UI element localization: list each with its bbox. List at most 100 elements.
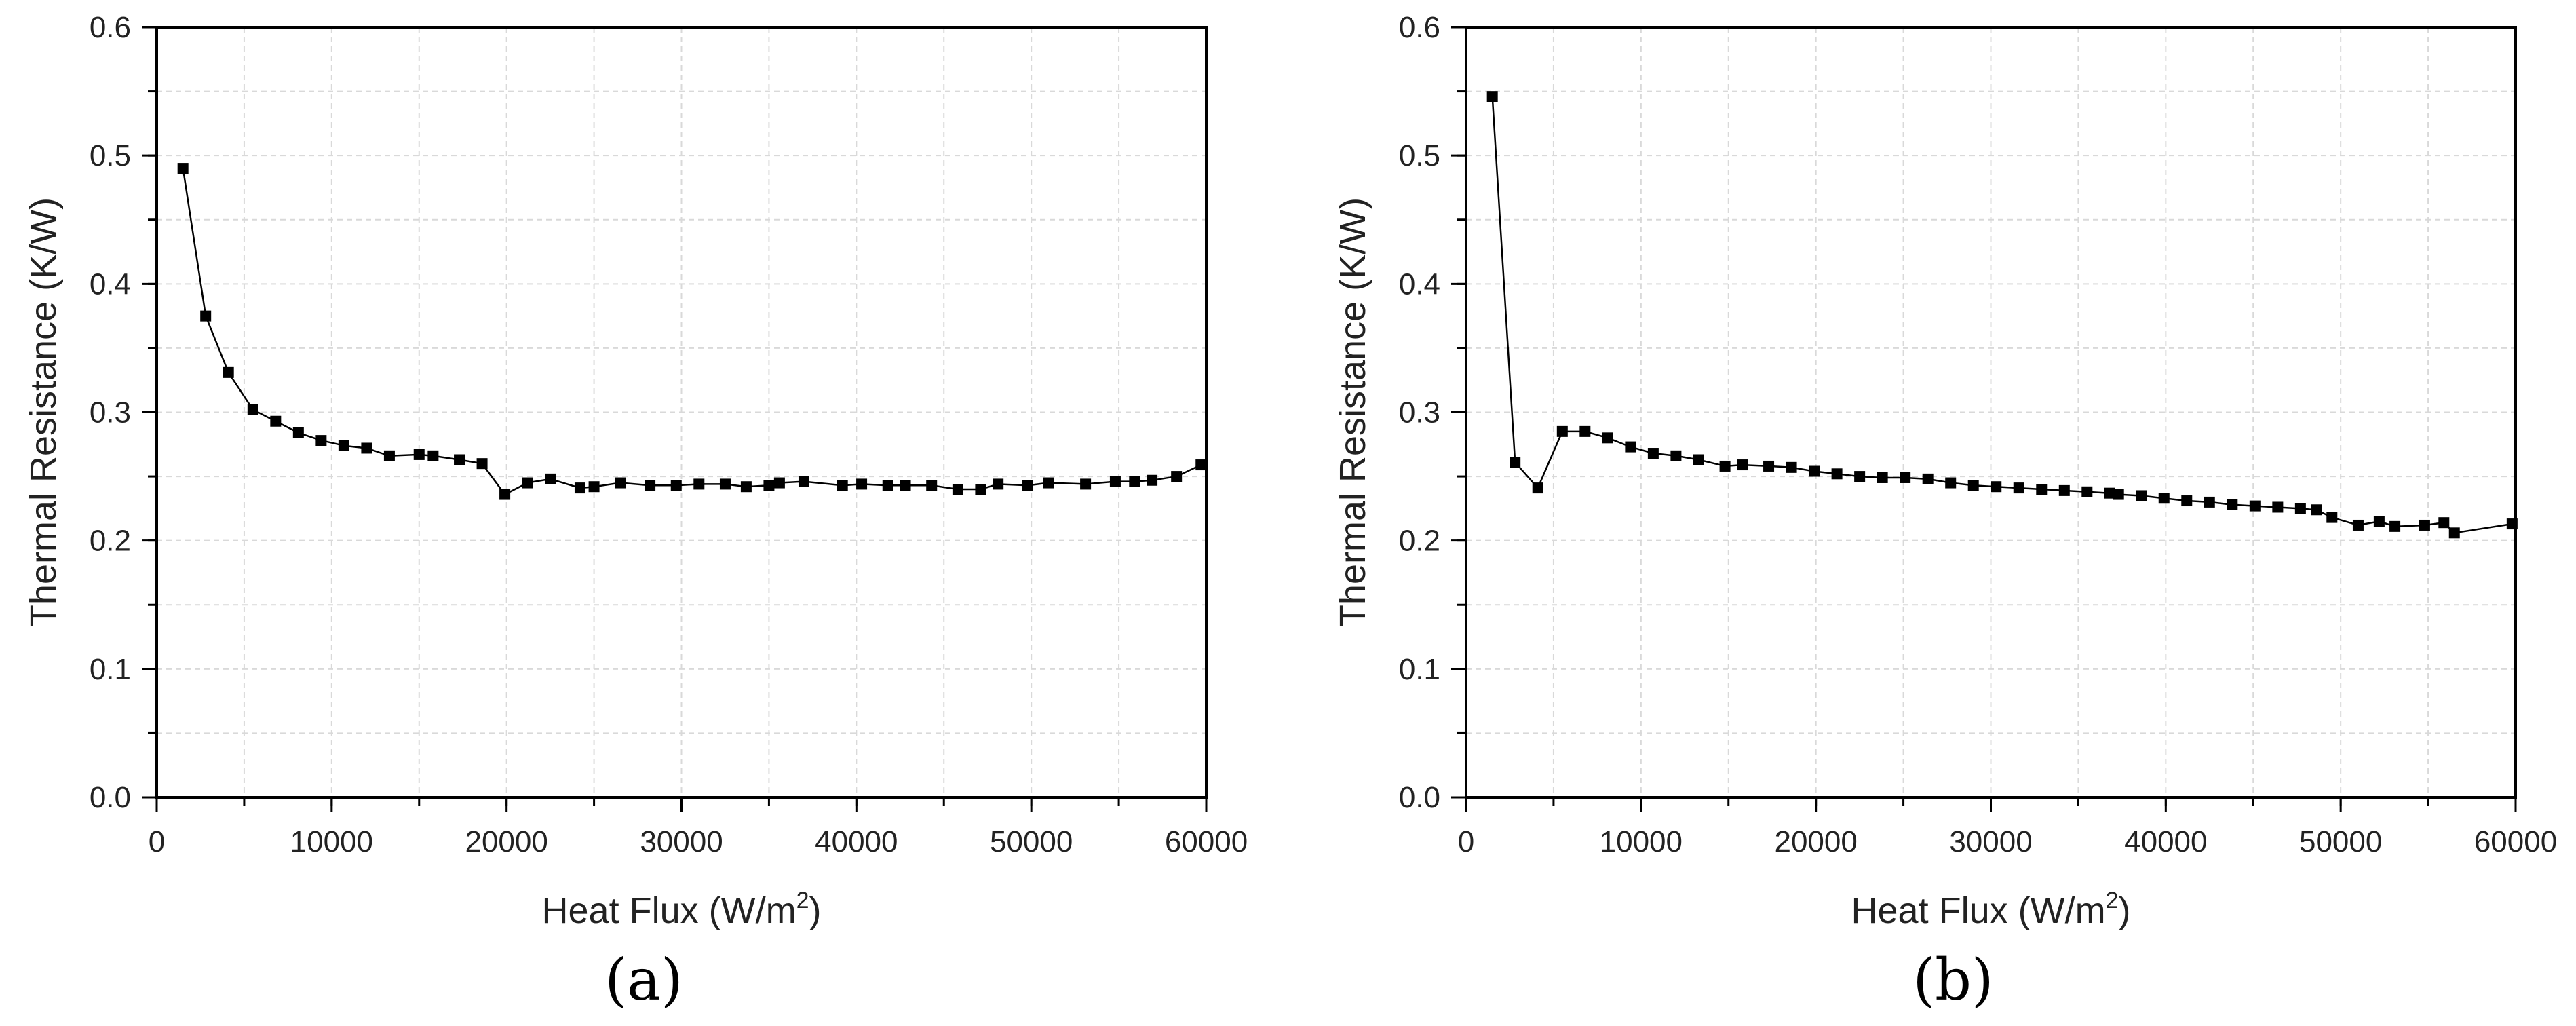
data-point (993, 478, 1004, 490)
data-point (1647, 448, 1659, 459)
data-point (2081, 486, 2093, 497)
data-point (952, 484, 963, 495)
x-axis-title: Heat Flux (W/m2) (542, 888, 822, 931)
data-point (1579, 425, 1591, 437)
data-point (2113, 489, 2124, 500)
data-point (454, 454, 465, 466)
data-point (1602, 432, 1613, 444)
data-point (1043, 477, 1054, 489)
plot-frame (155, 26, 1208, 799)
x-tick-label: 40000 (2124, 825, 2207, 858)
data-point (1171, 471, 1183, 482)
data-point (615, 477, 626, 489)
data-point (383, 450, 395, 461)
data-point (882, 480, 893, 491)
y-tick-label: 0.0 (1399, 781, 1440, 814)
data-point (1877, 472, 1888, 483)
y-axis-title: Thermal Resistance (K/W) (1332, 197, 1373, 627)
data-point (2036, 484, 2048, 495)
data-point (270, 415, 282, 427)
data-point (900, 480, 911, 491)
data-point (1147, 474, 1158, 486)
data-point (2136, 490, 2147, 501)
data-point (773, 477, 785, 489)
data-point (2272, 501, 2284, 513)
panel-a-caption: (a) (604, 947, 683, 1013)
data-point (693, 478, 705, 490)
data-point (1486, 91, 1498, 102)
data-point (2438, 517, 2450, 529)
data-point (2448, 527, 2460, 539)
data-point (2158, 493, 2170, 504)
data-point (2311, 504, 2322, 516)
data-point (2204, 496, 2215, 508)
data-point (476, 458, 488, 470)
x-tick-label: 30000 (1949, 825, 2032, 858)
data-point (2249, 500, 2261, 512)
y-tick-label: 0.2 (1399, 525, 1440, 558)
data-point (1556, 425, 1568, 437)
y-tick-label: 0.2 (90, 525, 131, 558)
data-point (1109, 476, 1121, 487)
data-point (1854, 471, 1866, 482)
data-point (2352, 519, 2364, 531)
data-point (1532, 482, 1543, 494)
series-line (182, 168, 1202, 496)
x-tick-label: 60000 (1165, 825, 1248, 858)
data-point (856, 478, 868, 490)
data-point (975, 484, 986, 495)
data-point (2104, 487, 2115, 499)
data-point (1022, 480, 1034, 491)
data-point (2326, 512, 2338, 523)
y-tick-label: 0.5 (90, 139, 131, 172)
data-point (361, 442, 372, 454)
y-tick-label: 0.6 (1399, 11, 1440, 44)
data-point (798, 476, 809, 487)
data-point (1129, 476, 1140, 487)
data-point (200, 310, 212, 322)
data-point (2389, 520, 2401, 532)
y-axis-title: Thermal Resistance (K/W) (23, 197, 64, 627)
data-point (1831, 468, 1843, 480)
data-point (740, 481, 752, 493)
chart-b-svg: 0 10000 20000 30000 40000 50000 60000 0.0 0.1 0.2… (1332, 11, 2557, 931)
x-tick-label: 30000 (640, 825, 723, 858)
data-point (574, 482, 585, 494)
x-tick-label: 10000 (290, 825, 373, 858)
data-point (1967, 480, 1979, 491)
data-point (1737, 459, 1748, 471)
data-point (1786, 461, 1797, 473)
data-point (177, 163, 189, 174)
x-axis-title: Heat Flux (W/m2) (1851, 888, 2131, 931)
chart-panel-b: 0 10000 20000 30000 40000 50000 60000 0.0 0.1 0.2… (1309, 0, 2576, 1026)
y-tick-label: 0.0 (90, 781, 131, 814)
x-tick-label: 0 (1458, 825, 1474, 858)
data-point (2013, 482, 2024, 494)
chart-panel-a: 0 10000 20000 30000 40000 50000 60000 0.0 0.1 0.2… (23, 11, 1248, 1013)
data-point (645, 480, 656, 491)
data-point (1719, 460, 1731, 472)
series-line (1491, 96, 2512, 534)
data-point (2294, 503, 2306, 514)
data-point (1510, 457, 1521, 468)
x-tick-label: 50000 (2299, 825, 2382, 858)
data-point (1625, 441, 1636, 453)
data-point (499, 489, 511, 500)
x-tick-label: 0 (149, 825, 165, 858)
y-tick-label: 0.5 (1399, 139, 1440, 172)
data-point (588, 481, 600, 493)
data-point (1763, 460, 1775, 472)
data-point (837, 480, 848, 491)
data-point (427, 450, 439, 461)
data-point (522, 477, 533, 489)
data-point (670, 480, 682, 491)
data-point (719, 478, 731, 490)
data-point (1693, 454, 1704, 466)
data-point (2181, 495, 2193, 507)
data-point (315, 435, 327, 446)
x-tick-label: 60000 (2474, 825, 2557, 858)
data-point (763, 480, 775, 491)
data-point (926, 480, 938, 491)
data-point (1922, 473, 1934, 484)
plot-frame (1465, 26, 2517, 799)
